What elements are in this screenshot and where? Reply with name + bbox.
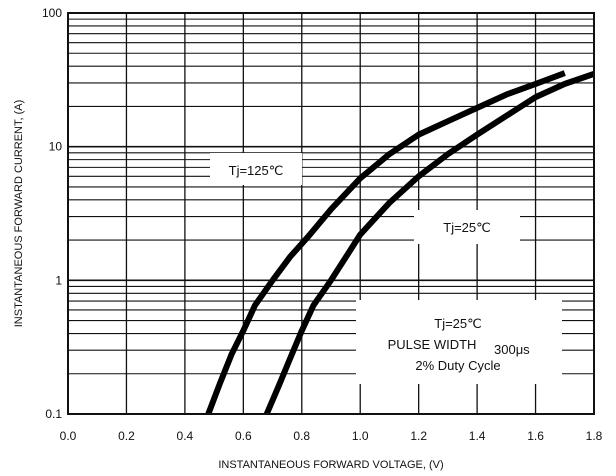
x-tick-label: 0.8 (293, 429, 310, 443)
x-tick-label: 0.4 (177, 429, 194, 443)
y-tick-label: 10 (49, 140, 63, 154)
y-tick-label: 1 (55, 273, 62, 287)
x-tick-label: 1.6 (527, 429, 544, 443)
annotation-note-pulse: PULSE WIDTH (388, 337, 477, 352)
x-tick-label: 1.2 (410, 429, 427, 443)
annotation-tj25: Tj=25℃ (443, 220, 490, 235)
curve-tj25 (263, 71, 595, 416)
label-box-tj125 (210, 153, 302, 185)
x-tick-label: 0.0 (60, 429, 77, 443)
x-tick-label: 1.8 (586, 429, 603, 443)
annotation-tj125: Tj=125℃ (229, 163, 284, 178)
y-tick-label: 100 (42, 6, 62, 20)
note-box (356, 300, 562, 384)
y-tick-label: 0.1 (45, 407, 62, 421)
annotation-note-tj: Tj=25℃ (434, 316, 481, 331)
x-axis-label: INSTANTANEOUS FORWARD VOLTAGE, (V) (218, 459, 443, 471)
x-tick-label: 0.6 (235, 429, 252, 443)
annotation-note-duty: 2% Duty Cycle (415, 358, 500, 373)
tick-labels: 0.0 0.2 0.4 0.6 0.8 1.0 1.2 1.4 1.6 1.8 0.1 1 10 100 (42, 6, 603, 443)
annotation-note-us: 300μs (494, 342, 530, 357)
y-axis-label: INSTANTANEOUS FORWARD CURRENT, (A) (13, 100, 25, 328)
plot-frame (67, 12, 595, 415)
curves (205, 70, 595, 416)
x-tick-label: 0.2 (118, 429, 135, 443)
x-tick-label: 1.0 (352, 429, 369, 443)
curve-tj125 (205, 70, 566, 416)
x-tick-label: 1.4 (469, 429, 486, 443)
label-box-tj25 (414, 210, 520, 244)
